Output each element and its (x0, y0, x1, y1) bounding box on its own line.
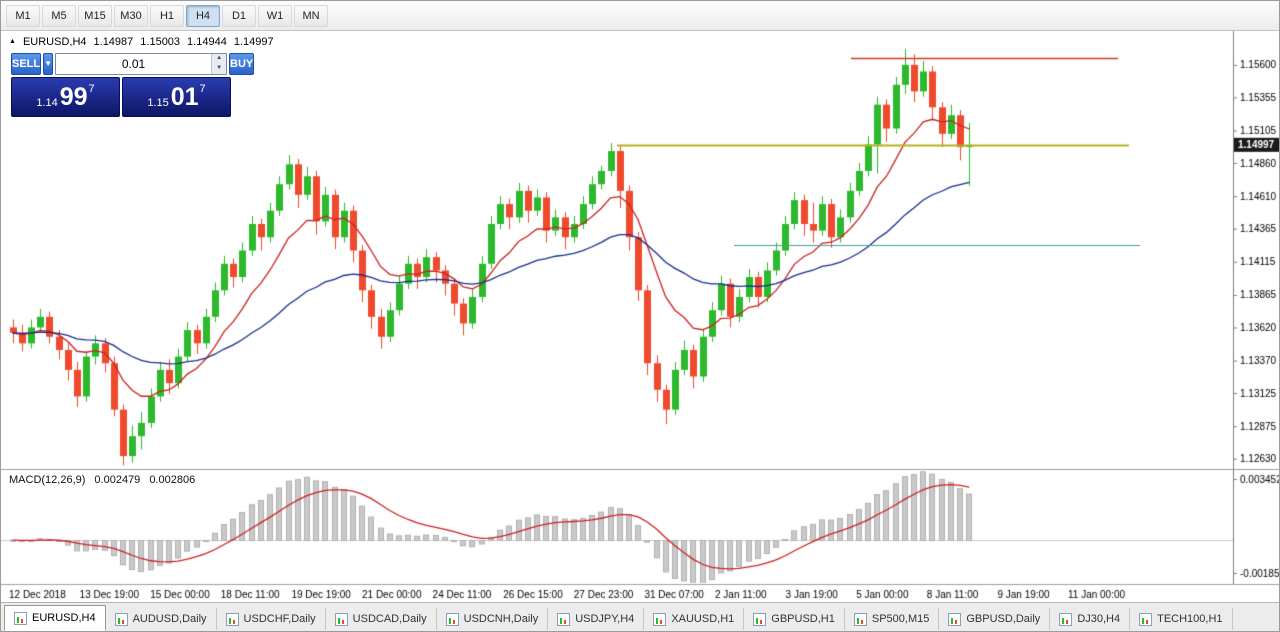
macd-name: MACD(12,26,9) (9, 474, 86, 486)
buy-price-big-digits: 01 (170, 83, 199, 111)
volume-dropdown-button[interactable]: ▼ (43, 53, 54, 75)
volume-control: ▲ ▼ (55, 53, 228, 75)
chart-low-value: 1.14944 (187, 36, 227, 48)
timeframe-button-d1[interactable]: D1 (222, 4, 256, 27)
chart-tab-label: GBPUSD,H1 (771, 613, 835, 625)
chart-tab-label: USDCNH,Daily (463, 613, 539, 625)
volume-increase-button[interactable]: ▲ (216, 55, 223, 61)
sell-button[interactable]: SELL (11, 53, 42, 75)
candlestick-chart-icon (853, 612, 867, 626)
chart-tab-usdcnh-daily[interactable]: USDCNH,Daily (437, 608, 549, 630)
macd-indicator-label: MACD(12,26,9) 0.002479 0.002806 (9, 474, 195, 486)
chart-tab-label: USDCHF,Daily (243, 613, 316, 625)
candlestick-chart-icon (225, 612, 239, 626)
buy-price-button[interactable]: 1.15 01 7 (122, 77, 231, 117)
chart-symbol-label: EURUSD,H4 (22, 36, 87, 48)
chart-tab-audusd-daily[interactable]: AUDUSD,Daily (106, 608, 217, 630)
one-click-trading-panel: SELL ▼ ▲ ▼ BUY 1.14 99 7 (11, 53, 255, 117)
timeframe-button-w1[interactable]: W1 (258, 4, 292, 27)
buy-button[interactable]: BUY (229, 53, 255, 75)
candlestick-chart-icon (1059, 612, 1073, 626)
buy-price-prefix: 1.15 (147, 97, 169, 109)
timeframe-button-m30[interactable]: M30 (114, 4, 148, 27)
timeframe-button-m1[interactable]: M1 (6, 4, 40, 27)
chart-tab-usdchf-daily[interactable]: USDCHF,Daily (217, 608, 326, 630)
timeframe-button-m5[interactable]: M5 (42, 4, 76, 27)
chart-tabs-bar: EURUSD,H4 AUDUSD,Daily USDCHF,Daily USDCAD,… (1, 602, 1279, 631)
chart-tab-usdcad-daily[interactable]: USDCAD,Daily (326, 608, 437, 630)
chart-tab-label: TECH100,H1 (1157, 613, 1223, 625)
chart-tab-xauusd-h1[interactable]: XAUUSD,H1 (644, 608, 745, 630)
volume-spinner: ▲ ▼ (211, 54, 227, 74)
macd-value-2: 0.002806 (149, 474, 196, 486)
candlestick-chart-icon (14, 611, 27, 625)
chart-tab-label: XAUUSD,H1 (671, 613, 735, 625)
chart-high-value: 1.15003 (140, 36, 181, 48)
chart-close-value: 1.14997 (233, 36, 274, 48)
chart-area: ▲ EURUSD,H4 1.14987 1.15003 1.14944 1.14… (1, 31, 1279, 602)
volume-decrease-button[interactable]: ▼ (216, 65, 223, 71)
timeframe-toolbar: M1 M5 M15 M30 H1 H4 D1 W1 MN (1, 1, 1279, 31)
chart-tab-label: USDCAD,Daily (352, 613, 427, 625)
candlestick-chart-icon (653, 612, 667, 626)
one-click-prices-row: 1.14 99 7 1.15 01 7 (11, 77, 231, 117)
candlestick-chart-icon (445, 612, 459, 626)
chart-tab-eurusd-h4[interactable]: EURUSD,H4 (4, 605, 106, 631)
chart-tab-usdjpy-h4[interactable]: USDJPY,H4 (548, 608, 645, 630)
chart-tab-label: AUDUSD,Daily (132, 613, 207, 625)
candlestick-chart-icon (753, 612, 767, 626)
chart-marker-icon: ▲ (9, 37, 16, 45)
macd-value-1: 0.002479 (94, 474, 141, 486)
chart-tab-label: USDJPY,H4 (575, 613, 635, 625)
one-click-controls-row: SELL ▼ ▲ ▼ BUY (11, 53, 255, 75)
chart-ohlc-title: ▲ EURUSD,H4 1.14987 1.15003 1.14944 1.14… (9, 36, 274, 48)
sell-price-big-digits: 99 (59, 83, 88, 111)
chevron-down-icon: ▼ (44, 59, 53, 68)
chart-open-value: 1.14987 (93, 36, 134, 48)
volume-input[interactable] (56, 54, 212, 74)
sell-price-pipette: 7 (88, 83, 95, 95)
sell-price-prefix: 1.14 (36, 97, 58, 109)
chart-tab-gbpusd-h1[interactable]: GBPUSD,H1 (744, 608, 845, 630)
timeframe-button-h1[interactable]: H1 (150, 4, 184, 27)
candlestick-chart-icon (1139, 612, 1153, 626)
candlestick-chart-icon (557, 612, 571, 626)
chart-tab-gbpusd-daily[interactable]: GBPUSD,Daily (939, 608, 1051, 630)
price-chart-canvas[interactable] (1, 31, 1279, 602)
timeframe-button-h4[interactable]: H4 (186, 4, 220, 27)
candlestick-chart-icon (114, 612, 128, 626)
sell-price-button[interactable]: 1.14 99 7 (11, 77, 120, 117)
buy-price-pipette: 7 (199, 83, 206, 95)
chart-tab-dj30-h4[interactable]: DJ30,H4 (1050, 608, 1131, 630)
chart-tab-label: SP500,M15 (871, 613, 930, 625)
chart-tab-tech100-h1[interactable]: TECH100,H1 (1130, 608, 1233, 630)
chart-tab-label: EURUSD,H4 (32, 612, 96, 624)
timeframe-button-mn[interactable]: MN (294, 4, 328, 27)
candlestick-chart-icon (334, 612, 348, 626)
timeframe-button-m15[interactable]: M15 (78, 4, 112, 27)
candlestick-chart-icon (948, 612, 962, 626)
chart-tab-sp500-m15[interactable]: SP500,M15 (845, 608, 940, 630)
chart-tab-label: DJ30,H4 (1077, 613, 1121, 625)
chart-tab-label: GBPUSD,Daily (966, 613, 1041, 625)
